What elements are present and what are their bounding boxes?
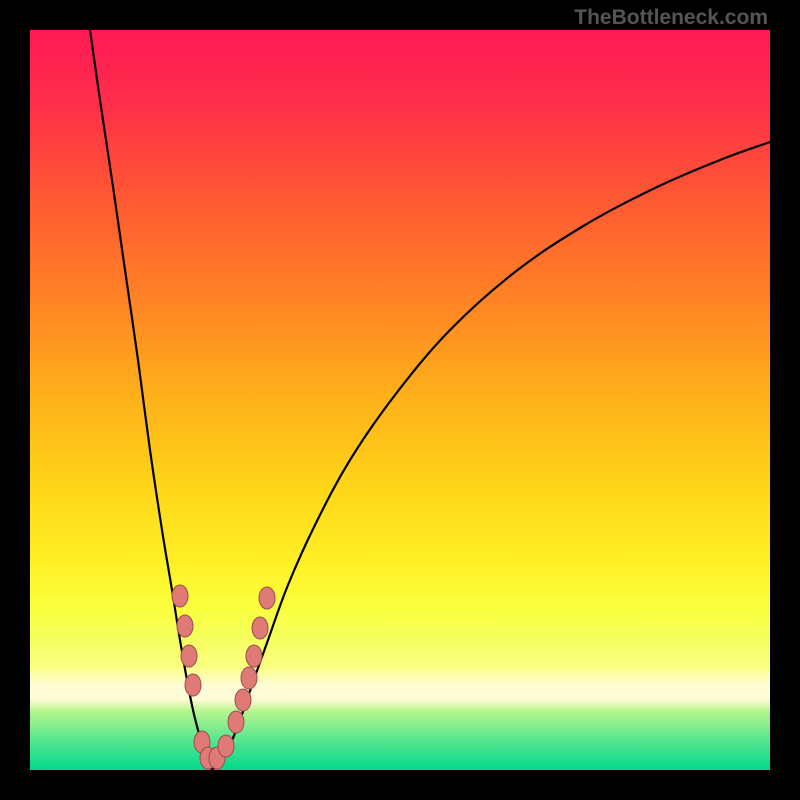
plot-area [30,30,770,770]
data-marker [252,617,268,639]
data-marker [246,645,262,667]
data-marker [241,667,257,689]
data-marker [185,674,201,696]
data-marker [172,585,188,607]
data-marker [259,587,275,609]
curve-right [212,142,770,769]
data-marker [177,615,193,637]
watermark-text: TheBottleneck.com [574,6,768,30]
chart-svg [30,30,770,770]
data-marker [235,689,251,711]
data-marker [228,711,244,733]
data-marker [181,645,197,667]
data-marker [218,735,234,757]
chart-frame: TheBottleneck.com [0,0,800,800]
